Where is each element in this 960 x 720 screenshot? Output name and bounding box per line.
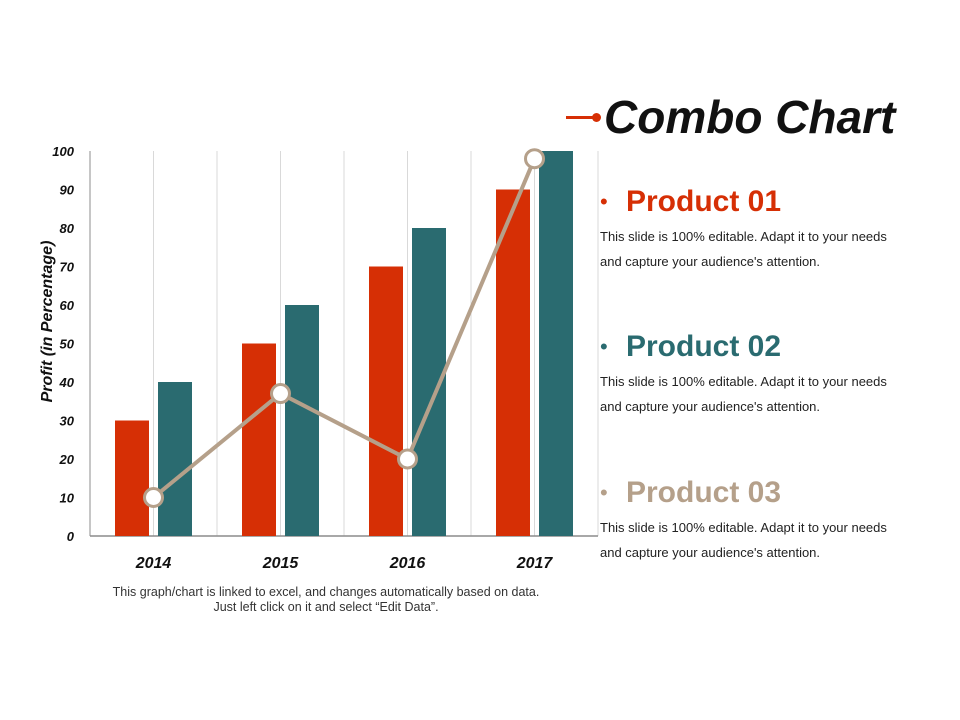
bullet-icon: •: [600, 334, 608, 359]
y-tick-label: 60: [60, 298, 75, 313]
bar-2017-series-2: [539, 151, 573, 536]
title-block: Combo Chart: [560, 86, 940, 152]
y-tick-label: 30: [60, 414, 75, 429]
bar-2015-series-1: [242, 343, 276, 536]
product-item-2: • Product 02 This slide is 100% editable…: [600, 327, 900, 419]
bar-2016-series-1: [369, 266, 403, 536]
y-axis-title: Profit (in Percentage): [39, 241, 56, 403]
y-tick-label: 90: [60, 183, 75, 198]
product-name: Product 02: [626, 330, 782, 363]
product-item-3: • Product 03 This slide is 100% editable…: [600, 473, 900, 565]
product-item-1: • Product 01 This slide is 100% editable…: [600, 182, 900, 274]
product-name: Product 03: [626, 476, 782, 509]
x-tick-label: 2017: [516, 555, 554, 572]
y-tick-label: 100: [52, 144, 74, 159]
chart-footnote: This graph/chart is linked to excel, and…: [112, 585, 540, 614]
bar-2014-series-2: [158, 382, 192, 536]
title-accent-dot: [592, 113, 601, 122]
x-tick-label: 2014: [135, 555, 172, 572]
bar-2014-series-1: [115, 420, 149, 536]
product-description: This slide is 100% editable. Adapt it to…: [600, 229, 887, 269]
product-description: This slide is 100% editable. Adapt it to…: [600, 374, 887, 414]
bullet-icon: •: [600, 189, 608, 214]
y-tick-label: 70: [60, 260, 75, 275]
line-point-2016: [397, 448, 418, 470]
product-description: This slide is 100% editable. Adapt it to…: [600, 520, 887, 560]
x-tick-label: 2015: [262, 555, 300, 572]
bar-2017-series-1: [496, 189, 530, 536]
y-tick-label: 80: [60, 221, 75, 236]
line-point-2014: [143, 487, 164, 508]
y-tick-label: 50: [60, 337, 75, 352]
bullet-icon: •: [600, 480, 608, 505]
line-point-2017: [524, 148, 545, 170]
line-point-2015: [270, 383, 291, 405]
bar-2015-series-2: [285, 305, 319, 536]
title-accent-line: [566, 116, 594, 119]
x-tick-label: 2016: [389, 555, 426, 572]
line-series: [152, 157, 537, 500]
y-tick-label: 0: [67, 529, 75, 544]
page-title: Combo Chart: [604, 91, 896, 143]
y-tick-label: 10: [60, 491, 75, 506]
product-name: Product 01: [626, 185, 782, 218]
y-tick-label: 20: [59, 452, 75, 467]
y-tick-label: 40: [59, 375, 75, 390]
